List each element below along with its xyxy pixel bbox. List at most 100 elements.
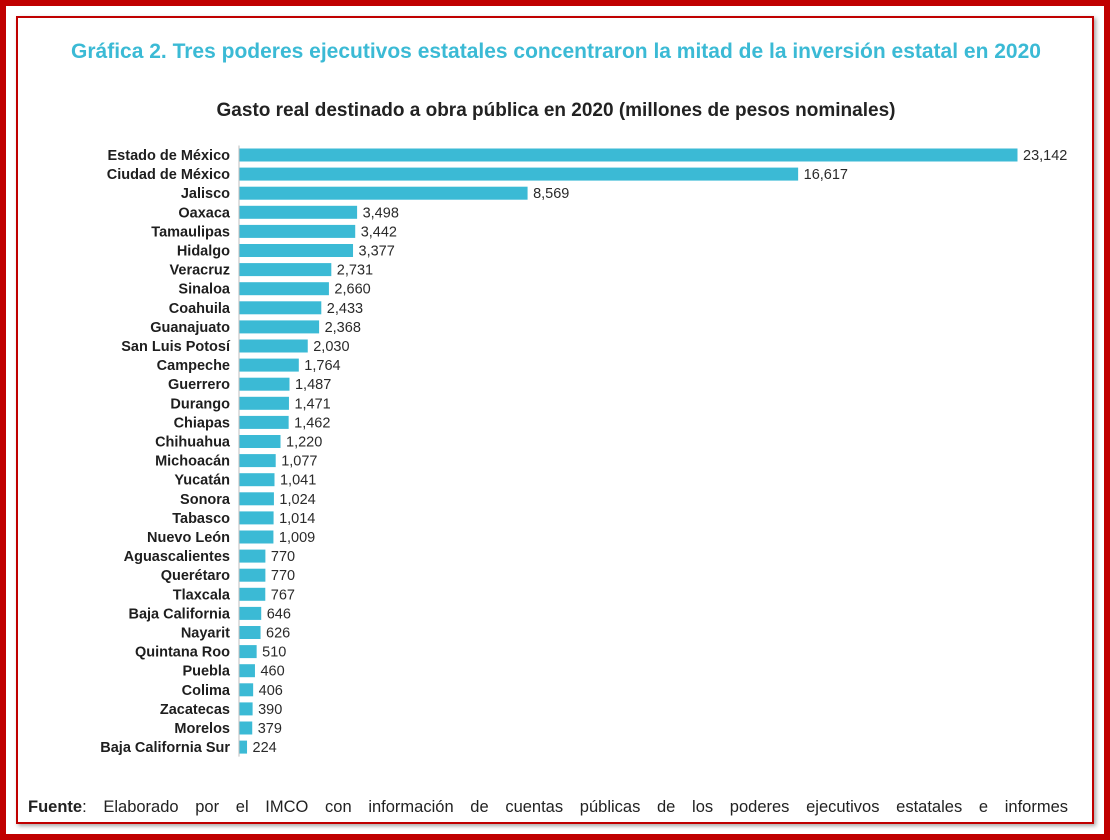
category-label: Sinaloa [178,282,231,298]
category-label: Tlaxcala [173,587,231,603]
bar [239,205,358,219]
value-label: 3,377 [359,244,395,260]
value-label: 3,498 [363,205,399,221]
category-label: Nuevo León [147,530,230,546]
value-label: 23,142 [1023,148,1067,164]
category-label: Hidalgo [177,244,230,260]
value-label: 510 [262,645,286,661]
bar [239,549,266,563]
value-label: 1,041 [280,473,316,489]
category-label: Durango [170,396,230,412]
category-label: Morelos [174,721,230,737]
bar [239,683,254,697]
value-label: 224 [253,740,277,756]
category-label: Estado de México [108,148,231,164]
bar [239,702,253,716]
value-label: 1,462 [294,415,330,431]
category-label: San Luis Potosí [121,339,231,355]
bar [239,301,322,315]
value-label: 16,617 [804,167,848,183]
category-label: Zacatecas [160,702,230,718]
source-label: Fuente [28,798,83,816]
bar-chart: Estado de México 23,142 Ciudad de México 16… [100,145,1067,757]
category-label: Michoacán [155,454,230,470]
category-label: Puebla [182,664,230,680]
category-label: Ciudad de México [107,167,230,183]
bar [239,587,266,601]
category-label: Quintana Roo [135,645,230,661]
value-label: 1,024 [279,492,315,508]
value-label: 770 [271,549,295,565]
category-label: Jalisco [181,186,230,202]
value-label: 1,471 [294,396,330,412]
value-label: 2,731 [337,263,373,279]
category-label: Sonora [180,492,231,508]
bar [239,339,308,353]
bar [239,473,275,487]
category-label: Guanajuato [150,320,230,336]
value-label: 2,368 [325,320,361,336]
figure-title: Gráfica 2. Tres poderes ejecutivos estat… [71,40,1041,63]
bar [239,626,261,639]
bar [239,186,528,200]
bar [239,148,1018,162]
bar [239,263,332,277]
bar [239,244,354,257]
bar [239,568,266,582]
category-label: Nayarit [181,626,230,642]
bar [239,530,274,544]
bar [239,664,255,678]
category-label: Chihuahua [155,435,231,451]
bar [239,377,290,391]
value-label: 2,433 [327,301,363,317]
value-label: 767 [271,587,295,603]
value-label: 646 [267,606,291,622]
bar [239,167,799,181]
category-label: Aguascalientes [124,549,230,565]
category-label: Guerrero [168,377,230,393]
value-label: 460 [260,664,284,680]
value-label: 1,764 [304,358,340,374]
value-label: 3,442 [361,224,397,240]
category-label: Coahuila [169,301,231,317]
bar [239,435,281,448]
source-text: : Elaborado por el IMCO con información … [82,798,1068,816]
bar [239,721,253,735]
category-label: Querétaro [161,568,230,584]
chart-subtitle: Gasto real destinado a obra pública en 2… [216,100,896,121]
bar [239,415,289,429]
bar [239,282,329,296]
value-label: 626 [266,626,290,642]
bar [239,740,248,754]
value-label: 1,014 [279,511,315,527]
bar [239,224,356,238]
bar [239,492,274,506]
value-label: 406 [259,683,283,699]
source-note: Fuente: Elaborado por el IMCO con inform… [28,797,1068,817]
category-label: Campeche [157,358,230,374]
category-label: Oaxaca [178,205,231,221]
bar [239,454,276,468]
value-label: 1,009 [279,530,315,546]
value-label: 1,220 [286,435,322,451]
value-label: 2,030 [313,339,349,355]
bar [239,645,257,659]
category-label: Chiapas [174,415,230,431]
value-label: 770 [271,568,295,584]
category-label: Tamaulipas [151,224,230,240]
category-label: Colima [182,683,231,699]
bar [239,396,289,410]
category-label: Baja California [128,606,230,622]
value-label: 379 [258,721,282,737]
bar [239,511,274,525]
value-label: 390 [258,702,282,718]
value-label: 1,487 [295,377,331,393]
bar [239,358,299,372]
value-label: 8,569 [533,186,569,202]
category-label: Yucatán [174,473,230,489]
category-label: Tabasco [172,511,230,527]
bar [239,606,262,620]
category-label: Veracruz [170,263,230,279]
category-label: Baja California Sur [100,740,230,756]
value-label: 2,660 [334,282,370,298]
